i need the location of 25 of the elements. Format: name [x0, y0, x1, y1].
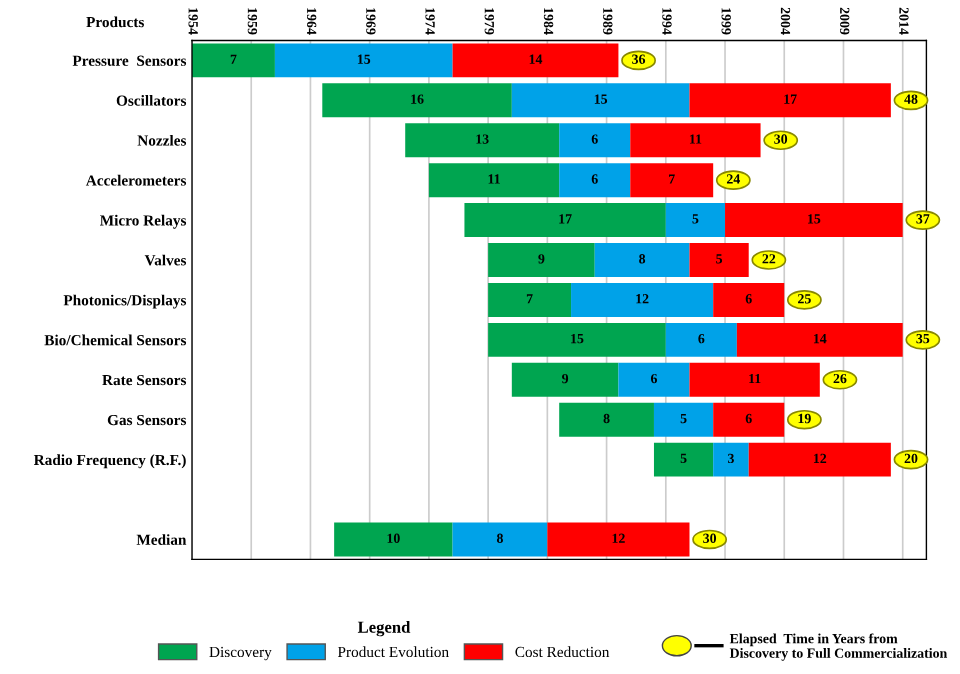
bar — [511, 362, 619, 397]
bar — [653, 402, 714, 437]
bar — [665, 203, 726, 238]
bar — [488, 322, 666, 357]
bar — [653, 442, 714, 477]
bar — [274, 43, 453, 78]
bar — [618, 362, 690, 397]
bar — [665, 322, 737, 357]
bar — [428, 163, 560, 198]
bar — [488, 282, 572, 317]
bar — [571, 282, 714, 317]
bar — [488, 243, 595, 277]
bar — [322, 83, 512, 118]
bar — [511, 83, 690, 118]
bar — [559, 123, 631, 158]
legend-title: Legend — [357, 621, 411, 637]
bar — [192, 43, 275, 78]
bar — [452, 522, 548, 557]
bar — [594, 243, 690, 277]
bar — [405, 123, 560, 158]
bar — [713, 442, 749, 477]
bar — [559, 402, 654, 437]
bar — [334, 522, 453, 557]
bar — [464, 203, 666, 238]
bar — [559, 163, 631, 198]
